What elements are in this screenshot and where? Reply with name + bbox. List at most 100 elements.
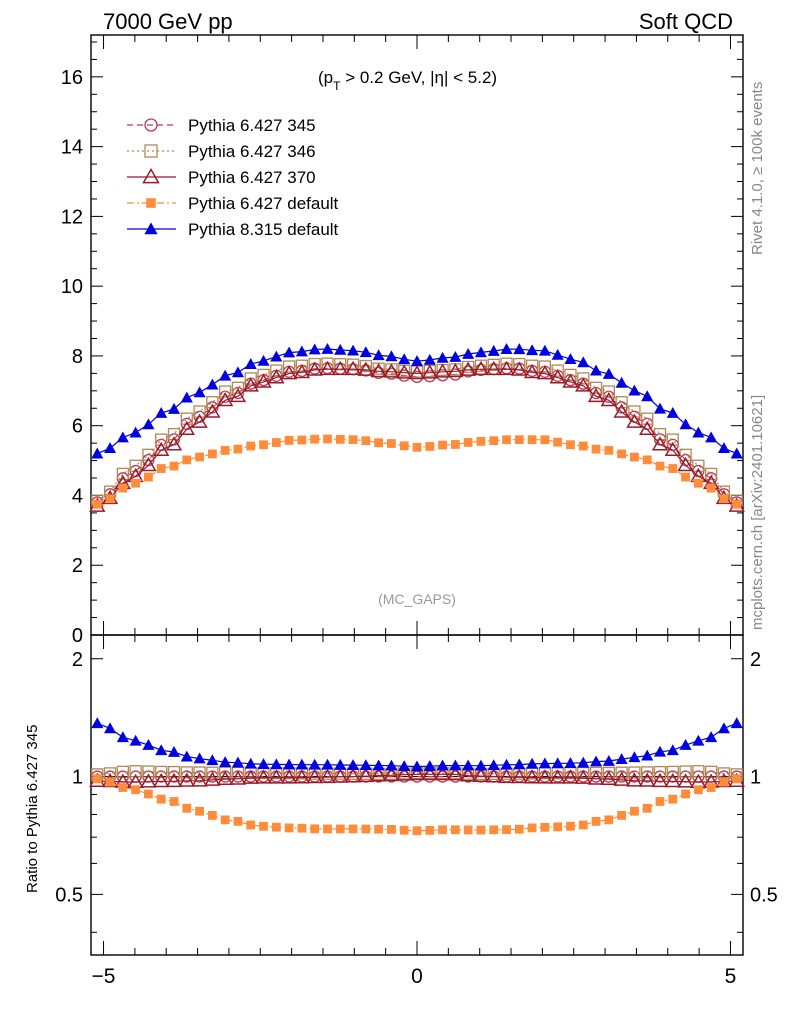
ratio-point	[332, 768, 349, 783]
ratio-point	[630, 806, 639, 816]
data-point	[257, 354, 270, 366]
ratio-point	[116, 731, 129, 743]
data-point	[641, 390, 654, 402]
ratio-point	[140, 773, 157, 788]
data-point	[602, 385, 615, 398]
data-point	[562, 373, 579, 388]
data-point	[655, 461, 665, 471]
data-point	[180, 412, 193, 425]
data-point	[116, 431, 129, 443]
main-y-tick-label: 14	[61, 137, 83, 159]
data-point	[732, 499, 742, 509]
data-point	[207, 449, 217, 459]
data-point	[692, 426, 705, 438]
header-left: 7000 GeV pp	[103, 9, 233, 34]
data-point	[92, 499, 102, 509]
data-point	[717, 442, 730, 454]
legend-label: Pythia 6.427 default	[188, 194, 339, 213]
data-point	[335, 434, 345, 444]
ratio-point	[628, 751, 641, 763]
data-point	[677, 456, 694, 472]
ratio-point	[178, 772, 195, 787]
main-y-tick-label: 4	[72, 485, 83, 507]
data-point	[306, 361, 323, 376]
cut-label: (pT > 0.2 GeV, |η| < 5.2)	[318, 68, 497, 93]
ratio-point	[283, 758, 296, 770]
data-point	[193, 386, 206, 398]
ratio-point	[270, 758, 283, 770]
ratio-point	[540, 822, 550, 832]
data-point	[118, 483, 128, 493]
ratio-point	[383, 766, 400, 782]
ratio-point	[284, 823, 294, 833]
ratio-point	[421, 765, 438, 781]
legend-marker	[144, 222, 158, 235]
ratio-point	[527, 823, 537, 833]
ratio-point	[155, 744, 168, 756]
ratio-point	[626, 772, 643, 787]
data-point	[664, 441, 681, 457]
data-point	[280, 365, 298, 380]
data-point	[730, 447, 743, 459]
data-point	[604, 445, 614, 455]
ratio-point	[664, 772, 681, 788]
legend-label: Pythia 8.315 default	[188, 220, 339, 239]
data-point	[487, 344, 500, 356]
ratio-point	[732, 774, 742, 784]
ratio-point	[587, 770, 605, 785]
data-point	[591, 444, 601, 454]
data-point	[165, 436, 183, 451]
ratio-point	[335, 824, 345, 834]
data-point	[295, 359, 309, 372]
ratio-point	[423, 760, 436, 772]
ratio-point	[615, 766, 628, 779]
x-tick-label: −5	[92, 965, 116, 988]
ratio-point	[204, 771, 221, 786]
data-point	[361, 436, 371, 446]
ratio-point	[244, 757, 257, 769]
data-point	[155, 406, 168, 418]
ratio-point	[706, 783, 716, 792]
ratio-point	[566, 821, 575, 831]
mcplots-label: mcplots.cern.ch [arXiv:2401.10621]	[749, 395, 766, 630]
data-point	[642, 455, 652, 465]
ratio-line	[97, 770, 737, 775]
data-point	[666, 406, 679, 418]
data-point	[525, 359, 539, 372]
data-point	[613, 403, 630, 418]
data-point	[385, 350, 398, 362]
ratio-point	[615, 753, 628, 764]
ratio-point	[131, 785, 141, 795]
data-point	[639, 420, 656, 436]
ratio-point	[679, 739, 692, 750]
data-point	[308, 343, 321, 355]
data-point	[408, 364, 426, 380]
ratio-point	[156, 794, 166, 804]
ratio-point	[193, 766, 206, 779]
ratio-point	[182, 803, 192, 813]
series-4	[92, 434, 742, 509]
cut-label-main: (p	[318, 68, 333, 87]
data-point	[387, 439, 396, 448]
ratio-point	[231, 756, 245, 768]
legend-entry: Pythia 6.427 370	[127, 167, 316, 187]
ratio-point	[693, 785, 703, 795]
legend-marker	[146, 198, 156, 208]
data-point	[615, 396, 628, 409]
data-point	[498, 360, 515, 376]
data-point	[462, 347, 475, 359]
ratio-point	[463, 825, 473, 835]
main-y-tick-label: 10	[61, 276, 83, 298]
legend-entry: Pythia 8.315 default	[127, 220, 339, 239]
ratio-series-4	[92, 774, 742, 836]
ratio-series	[89, 717, 745, 836]
legend-marker	[142, 167, 160, 184]
data-point	[462, 360, 475, 374]
ratio-point	[500, 758, 513, 770]
ratio-point	[370, 767, 387, 782]
ratio-point	[293, 769, 311, 784]
data-point	[514, 435, 524, 445]
data-point	[374, 438, 384, 448]
ratio-point	[396, 766, 413, 781]
ratio-point	[347, 759, 360, 770]
